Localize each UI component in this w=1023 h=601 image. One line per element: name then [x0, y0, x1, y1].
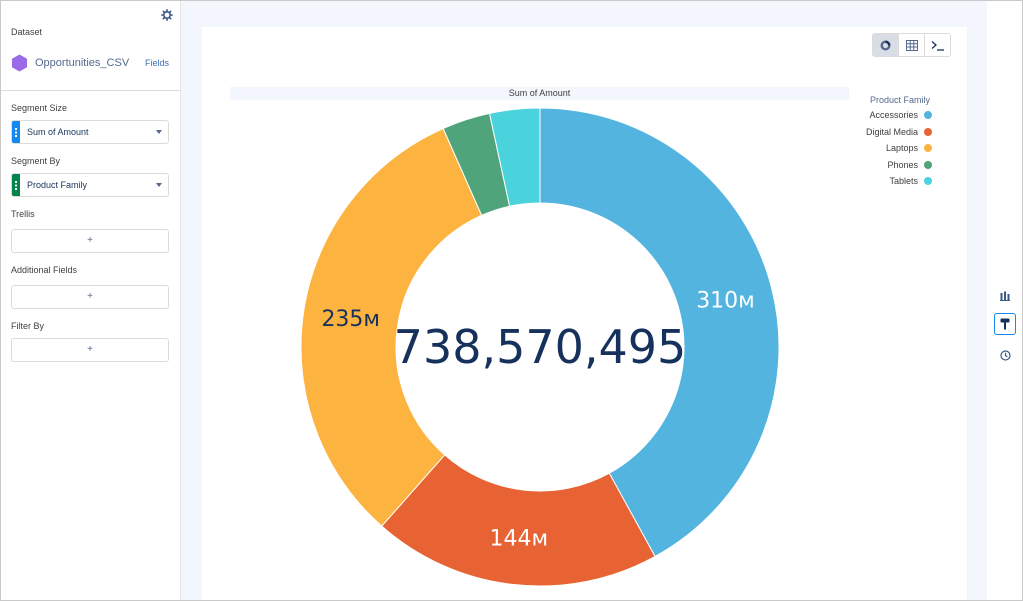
additional-fields-label: Additional Fields: [11, 265, 78, 275]
segment-size-value: Sum of Amount: [27, 127, 89, 137]
legend-label: Digital Media: [865, 126, 918, 137]
segment-size-label: Segment Size: [11, 103, 68, 113]
donut-slice-accessories[interactable]: [539, 107, 780, 558]
plus-icon: +: [87, 344, 93, 355]
slice-data-label: 235м: [321, 307, 380, 332]
query-editor-button[interactable]: [924, 33, 951, 57]
add-trellis-button[interactable]: +: [11, 229, 169, 253]
chart-title-bar: Sum of Amount: [230, 87, 849, 100]
legend-item[interactable]: Digital Media: [866, 126, 932, 138]
legend-swatch: [924, 177, 932, 185]
paint-format-icon: [1000, 318, 1010, 330]
legend-item[interactable]: Tablets: [889, 175, 932, 187]
legend-swatch: [924, 144, 932, 152]
dataset-hexagon-icon: [12, 54, 27, 72]
view-toggle: [872, 33, 951, 57]
dataset-name[interactable]: Opportunities_CSV: [35, 57, 130, 69]
donut-chart: 310м 144м 235м 738,570,495: [300, 107, 780, 587]
legend-item[interactable]: Accessories: [869, 109, 932, 121]
center-total-value: 738,570,495: [394, 320, 687, 374]
bar-chart-icon: [1000, 291, 1010, 301]
segment-by-select[interactable]: Product Family: [11, 173, 169, 197]
filter-by-label: Filter By: [11, 321, 45, 331]
segment-by-label: Segment By: [11, 156, 61, 166]
slice-data-label: 310м: [696, 288, 755, 313]
gear-icon[interactable]: [161, 9, 173, 21]
donut-chart-icon: [880, 40, 891, 50]
dataset-row: Opportunities_CSV Fields: [11, 54, 171, 72]
donut-slice-laptops[interactable]: [300, 127, 483, 527]
left-panel: Dataset Opportunities_CSV Fields Segment…: [0, 0, 181, 601]
history-button[interactable]: [994, 344, 1016, 366]
sidebar-divider: [0, 90, 181, 91]
legend-label: Laptops: [885, 143, 918, 153]
format-button[interactable]: [994, 313, 1016, 335]
segment-by-value: Product Family: [27, 180, 88, 190]
query-editor-icon: [931, 40, 944, 51]
segment-size-select[interactable]: Sum of Amount: [11, 120, 169, 144]
dataset-label: Dataset: [11, 27, 43, 37]
chart-title: Sum of Amount: [508, 88, 571, 98]
trellis-label: Trellis: [11, 209, 35, 219]
chevron-down-icon[interactable]: [156, 130, 162, 134]
chevron-down-icon[interactable]: [156, 183, 162, 187]
history-icon: [999, 349, 1011, 361]
table-view-button[interactable]: [898, 33, 925, 57]
legend-swatch: [924, 127, 932, 136]
legend-label: Tablets: [889, 176, 918, 186]
plus-icon: +: [87, 235, 93, 246]
add-filter-button[interactable]: +: [11, 338, 169, 362]
legend-label: Accessories: [869, 110, 918, 120]
legend-swatch: [924, 160, 932, 169]
bar-chart-button[interactable]: [994, 285, 1016, 307]
legend-label: Phones: [887, 159, 918, 170]
fields-link[interactable]: Fields: [144, 58, 169, 68]
donut-slice-tablets[interactable]: [488, 107, 541, 207]
legend-item[interactable]: Phones: [887, 159, 932, 171]
table-icon: [905, 39, 918, 51]
slice-data-label: 144м: [490, 526, 549, 551]
legend-item[interactable]: Laptops: [886, 142, 932, 154]
chart-card: Sum of Amount 310м 144м 235м 738,570,495 Pr…: [202, 27, 967, 601]
legend-swatch: [924, 111, 932, 119]
donut-slice-digital-media[interactable]: [381, 454, 656, 587]
legend-title: Product Family: [870, 95, 931, 105]
drag-handle-icon[interactable]: [12, 121, 20, 143]
add-additional-field-button[interactable]: +: [11, 285, 169, 309]
drag-handle-icon[interactable]: [12, 174, 20, 196]
plus-icon: +: [87, 291, 93, 302]
right-toolbar: [987, 0, 1023, 601]
